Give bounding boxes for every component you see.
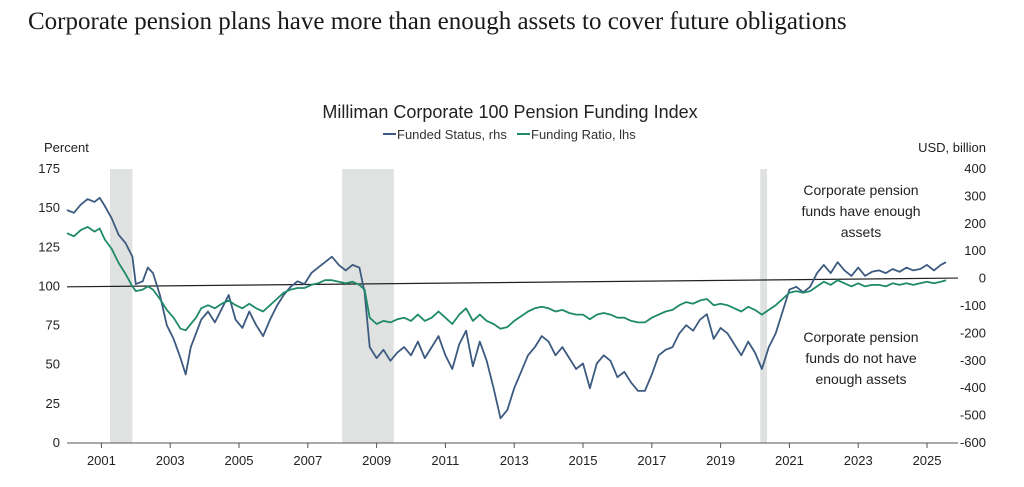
- x-tick-label: 2025: [913, 453, 942, 468]
- annotation-1: Corporate pension funds do not have enough…: [803, 329, 918, 387]
- x-tick-label: 2003: [156, 453, 185, 468]
- y-right-tick-label: -200: [960, 325, 986, 340]
- legend-label-funding-ratio: Funding Ratio, lhs: [531, 127, 636, 142]
- annotation-line: Corporate pension: [803, 329, 918, 345]
- x-tick-label: 2021: [775, 453, 804, 468]
- annotation-line: enough assets: [815, 371, 906, 387]
- x-tick-label: 2011: [431, 453, 459, 468]
- x-tick-label: 2017: [637, 453, 666, 468]
- y-right-axis-ticks: -600 -500 -400 -300 -200 -100 0 100 200 300 400: [960, 161, 986, 450]
- shaded-period-2: [760, 169, 768, 443]
- y-right-tick-label: 200: [964, 216, 986, 231]
- y-left-axis-label: Percent: [44, 140, 89, 155]
- annotation-line: funds have enough: [801, 203, 920, 219]
- y-right-tick-label: -100: [960, 298, 986, 313]
- y-right-tick-label: -300: [960, 353, 986, 368]
- y-right-tick-label: -400: [960, 380, 986, 395]
- y-left-tick-label: 175: [38, 161, 60, 176]
- legend-label-funded-status: Funded Status, rhs: [397, 127, 507, 142]
- y-right-tick-label: 0: [979, 271, 986, 286]
- y-right-axis-label: USD, billion: [918, 140, 986, 155]
- x-tick-label: 2015: [569, 453, 598, 468]
- chart-title: Milliman Corporate 100 Pension Funding I…: [322, 102, 697, 122]
- y-right-tick-label: 300: [964, 188, 986, 203]
- annotation-line: funds do not have: [805, 350, 917, 366]
- legend: Funded Status, rhs Funding Ratio, lhs: [383, 127, 636, 142]
- y-right-tick-label: 100: [964, 243, 986, 258]
- x-tick-label: 2019: [706, 453, 735, 468]
- x-tick-label: 2013: [500, 453, 529, 468]
- y-left-tick-label: 150: [38, 200, 60, 215]
- y-left-tick-label: 75: [46, 318, 60, 333]
- annotation-line: Corporate pension: [803, 182, 918, 198]
- x-tick-label: 2001: [87, 453, 116, 468]
- annotation-line: assets: [841, 224, 881, 240]
- series-line-funding-ratio: [66, 226, 947, 332]
- y-left-tick-label: 125: [38, 239, 60, 254]
- y-left-tick-label: 100: [38, 278, 60, 293]
- y-right-tick-label: 400: [964, 161, 986, 176]
- y-left-tick-label: 50: [46, 357, 60, 372]
- x-tick-label: 2009: [362, 453, 391, 468]
- x-tick-label: 2023: [844, 453, 873, 468]
- series-line-funded-status: [66, 196, 947, 420]
- y-left-axis-ticks: 0 25 50 75 100 125 150 175: [38, 161, 60, 450]
- y-right-tick-label: -500: [960, 408, 986, 423]
- reference-line: [66, 277, 959, 288]
- page-headline: Corporate pension plans have more than e…: [28, 8, 847, 35]
- x-axis-ticks: 2001 2003 2005 2007 2009 2011 2013 2015 2017 2019…: [87, 443, 942, 468]
- x-tick-label: 2005: [225, 453, 254, 468]
- x-tick-label: 2007: [293, 453, 322, 468]
- series-layer: [66, 196, 947, 420]
- y-left-tick-label: 0: [53, 435, 60, 450]
- shaded-period-0: [110, 169, 133, 443]
- y-right-tick-label: -600: [960, 435, 986, 450]
- annotation-0: Corporate pension funds have enough assets: [801, 182, 920, 240]
- y-left-tick-label: 25: [46, 396, 60, 411]
- annotations: Corporate pension funds have enough assets…: [801, 182, 920, 387]
